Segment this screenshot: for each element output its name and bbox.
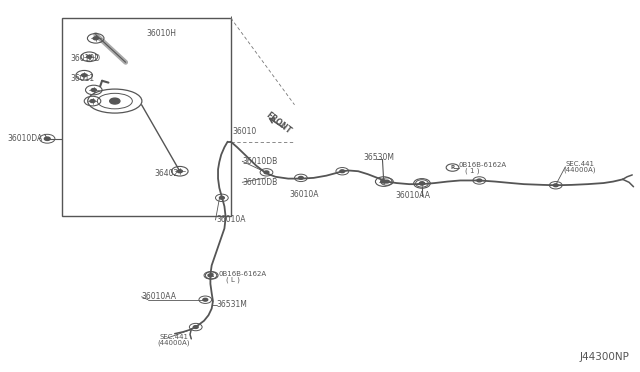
Text: 36010DB: 36010DB bbox=[243, 178, 278, 187]
Text: 36010D: 36010D bbox=[70, 54, 100, 63]
Text: FRONT: FRONT bbox=[264, 110, 293, 136]
Text: 36010A: 36010A bbox=[217, 215, 246, 224]
Text: ( L ): ( L ) bbox=[226, 276, 239, 283]
Circle shape bbox=[340, 170, 345, 173]
Circle shape bbox=[109, 98, 120, 104]
Text: 36530M: 36530M bbox=[364, 153, 394, 162]
Text: 36010H: 36010H bbox=[147, 29, 177, 38]
Circle shape bbox=[92, 89, 97, 92]
Circle shape bbox=[93, 37, 99, 40]
Text: 0B16B-6162A: 0B16B-6162A bbox=[218, 271, 266, 277]
Circle shape bbox=[420, 182, 424, 185]
Text: 36011: 36011 bbox=[70, 74, 94, 83]
Circle shape bbox=[44, 137, 50, 140]
Text: 36010AA: 36010AA bbox=[395, 191, 430, 200]
Circle shape bbox=[87, 55, 92, 58]
Text: 36531M: 36531M bbox=[217, 300, 248, 310]
Text: J44300NP: J44300NP bbox=[579, 353, 629, 362]
Text: 36010AA: 36010AA bbox=[141, 292, 177, 301]
Text: 36010A: 36010A bbox=[289, 190, 319, 199]
Circle shape bbox=[381, 180, 387, 183]
Circle shape bbox=[385, 180, 389, 183]
Circle shape bbox=[82, 74, 87, 77]
Text: 36010: 36010 bbox=[232, 127, 256, 136]
Text: SEC.441: SEC.441 bbox=[159, 334, 188, 340]
Text: ( 1 ): ( 1 ) bbox=[465, 167, 480, 174]
Text: 36010DB: 36010DB bbox=[243, 157, 278, 166]
Circle shape bbox=[203, 298, 208, 301]
Circle shape bbox=[264, 171, 269, 174]
Text: (44000A): (44000A) bbox=[563, 166, 596, 173]
Circle shape bbox=[208, 274, 213, 277]
Circle shape bbox=[419, 182, 424, 185]
Circle shape bbox=[554, 184, 558, 187]
Bar bbox=[62, 18, 231, 215]
Text: SEC.441: SEC.441 bbox=[565, 161, 595, 167]
Circle shape bbox=[90, 100, 95, 103]
Text: 0B16B-6162A: 0B16B-6162A bbox=[459, 161, 507, 167]
Circle shape bbox=[298, 176, 303, 179]
Text: 36402: 36402 bbox=[154, 169, 179, 178]
Circle shape bbox=[177, 170, 182, 173]
Text: (44000A): (44000A) bbox=[157, 339, 190, 346]
Circle shape bbox=[193, 326, 198, 328]
Text: R: R bbox=[451, 165, 454, 170]
Circle shape bbox=[220, 196, 224, 199]
Text: 36010DA: 36010DA bbox=[8, 134, 43, 142]
Circle shape bbox=[477, 179, 482, 182]
Text: R: R bbox=[209, 273, 214, 278]
